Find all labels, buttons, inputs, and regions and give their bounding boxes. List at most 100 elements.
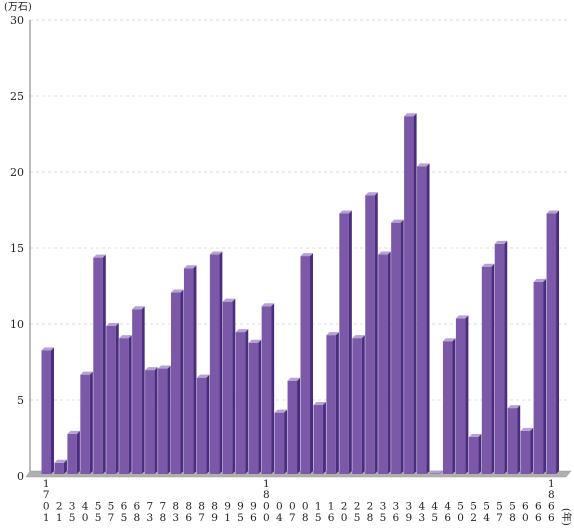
bar-front [54, 462, 64, 474]
x-axis-unit-label: (年) [560, 508, 573, 526]
bar-top [520, 427, 534, 431]
bar [326, 332, 339, 474]
bar-side [543, 278, 547, 474]
bar-front [248, 342, 259, 474]
bar-side [400, 219, 404, 474]
y-tick-label: 30 [10, 14, 24, 27]
bar-side [154, 367, 158, 474]
bar-side [193, 265, 197, 474]
bar [119, 335, 132, 474]
bar-front [404, 116, 414, 475]
y-tick-label: 20 [10, 166, 24, 179]
bar-front [41, 350, 51, 474]
bar-side [361, 335, 365, 474]
bar [352, 335, 365, 474]
x-axis-labels: 1 7 0 1 2 1 3 5 4 0 5 5 5 7 6 5 6 8 7 37 8 8 3 8 6 8 7 8 9 9 1 9 5 9 6 1 8 0 0… [43, 478, 555, 524]
bar-top [222, 298, 236, 302]
bar-front [442, 341, 453, 474]
bar-side [310, 253, 313, 474]
bar-side [206, 374, 210, 474]
bar-top [119, 335, 132, 339]
bar-side [141, 306, 145, 474]
bar-front [326, 335, 336, 474]
y-axis-unit-label: (万石) [4, 2, 32, 13]
bar-side [387, 251, 391, 474]
bar-side [465, 315, 469, 474]
bar-top [352, 335, 365, 339]
bar [507, 405, 521, 474]
bar-side [51, 347, 54, 474]
bar-side [491, 263, 495, 474]
bar [520, 427, 534, 474]
bar-front [352, 338, 362, 474]
bar-top [417, 163, 430, 167]
bar [93, 254, 106, 474]
bar-side [556, 210, 560, 474]
bar [300, 253, 313, 474]
bar-top [54, 459, 67, 463]
bar-front [93, 257, 103, 474]
bar-side [426, 163, 430, 474]
bar [132, 306, 145, 474]
bar-side [517, 405, 521, 474]
bar [313, 402, 326, 474]
bar-side [530, 427, 534, 474]
bar-side [180, 289, 184, 474]
bar-side [115, 323, 119, 474]
bar-top [132, 306, 145, 310]
bar-top [158, 365, 171, 369]
bar-side [297, 377, 301, 474]
bar [533, 278, 547, 474]
bar [158, 365, 171, 474]
bar-side [167, 365, 171, 474]
bar [183, 265, 197, 474]
bar [494, 240, 508, 474]
bar-top [442, 338, 456, 342]
bar [287, 377, 301, 474]
bar-top [274, 409, 288, 413]
bar-side [413, 113, 417, 475]
bar-top [494, 240, 508, 244]
bar-side [102, 254, 106, 474]
bar-top [80, 371, 93, 375]
bar-side [284, 409, 288, 474]
y-tick-label: 0 [17, 470, 24, 483]
bar-top [67, 430, 80, 434]
bar-side [504, 240, 508, 474]
bar-front [533, 281, 544, 474]
bar-front [235, 332, 246, 474]
bar [222, 298, 236, 474]
bar-top [183, 265, 197, 269]
bar [106, 323, 119, 474]
bar-front [300, 256, 310, 474]
y-tick-label: 15 [10, 242, 24, 255]
bar-side [76, 430, 80, 474]
bar-side [322, 402, 326, 474]
bar [171, 289, 184, 474]
bar-top [339, 210, 352, 214]
bar-front [391, 222, 401, 474]
